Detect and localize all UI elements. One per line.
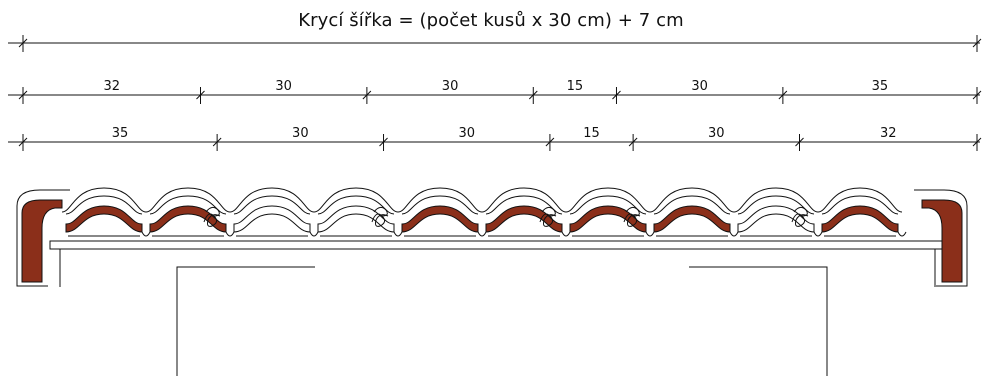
dimension-label: 35	[112, 126, 129, 141]
dimension-rows: 32 30 30 15 30 35 35 30 30 15 30 32	[8, 79, 982, 151]
dimension-label: 30	[691, 79, 708, 94]
tile-interlock	[623, 206, 641, 227]
dimension-label: 30	[708, 126, 725, 141]
dimension-tick	[612, 90, 621, 100]
dimension-tick	[528, 90, 538, 100]
overall-dimension-right-tick	[972, 38, 982, 48]
wall-outline	[176, 266, 828, 376]
dimension-tick	[196, 90, 205, 100]
drawing-title: Krycí šířka = (počet kusů x 30 cm) + 7 c…	[298, 10, 684, 31]
dimension-label: 30	[275, 79, 292, 94]
dimension-label: 32	[880, 126, 897, 141]
overall-dimension-line	[8, 35, 982, 52]
tile-interlock	[371, 206, 389, 227]
tile-interlock	[203, 206, 221, 227]
tile-wave	[649, 187, 739, 237]
tile-wave	[145, 187, 235, 237]
tile-wave	[733, 187, 823, 237]
dimension-tick	[545, 137, 555, 147]
dimension-label: 30	[442, 79, 459, 94]
dimension-tick	[212, 137, 222, 147]
dimension-tick	[18, 137, 28, 147]
tile-wave	[61, 187, 151, 237]
dimension-tick	[972, 90, 982, 100]
dimension-label: 32	[103, 79, 120, 94]
dimension-tick	[362, 90, 372, 100]
dimension-label: 30	[292, 126, 309, 141]
roof-tiles	[61, 187, 907, 237]
overall-dimension-left-tick	[18, 38, 28, 48]
dimension-row: 32 30 30 15 30 35	[8, 79, 982, 104]
dimension-label: 15	[567, 79, 584, 94]
dimension-tick	[18, 90, 28, 100]
dimension-row: 35 30 30 15 30 32	[8, 126, 982, 151]
dimension-label: 35	[872, 79, 889, 94]
tile-wave	[565, 187, 655, 237]
dimension-tick	[972, 137, 982, 147]
dimension-tick	[628, 137, 638, 147]
tile-wave	[481, 187, 571, 237]
fascia-board	[49, 240, 946, 287]
tile-wave	[397, 187, 487, 237]
tile-interlock	[539, 206, 557, 227]
dimension-label: 15	[583, 126, 600, 141]
tile-wave	[229, 187, 319, 237]
tile-wave	[817, 187, 907, 237]
dimension-tick	[379, 137, 388, 147]
verge-tile-left	[16, 189, 70, 287]
verge-tile-right	[914, 189, 968, 287]
tile-wave	[313, 187, 403, 237]
tile-interlock	[791, 206, 809, 227]
dimension-tick	[795, 137, 804, 147]
dimension-tick	[778, 90, 788, 100]
dimension-label: 30	[458, 126, 475, 141]
